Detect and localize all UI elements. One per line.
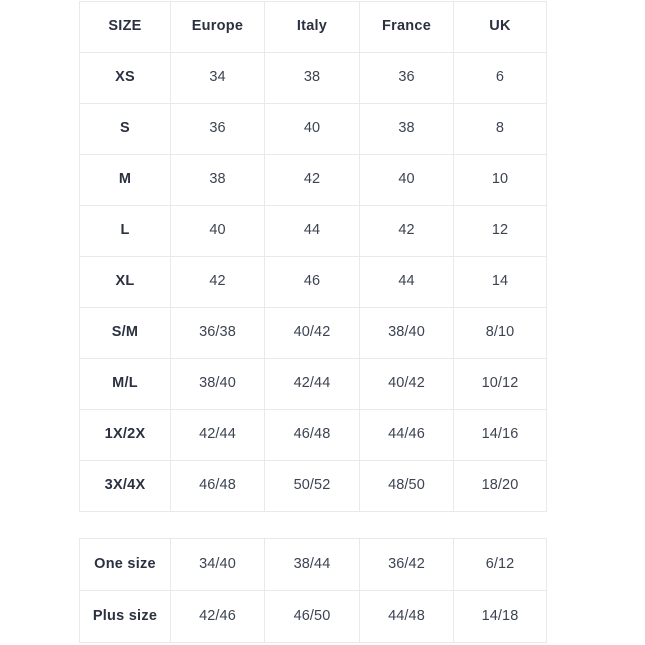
- cell-europe: 34: [170, 52, 265, 104]
- cell-uk: 14/16: [453, 409, 547, 461]
- cell-europe: 40: [170, 205, 265, 257]
- table-body: XS 34 38 36 6 S 36 40 38 8 M 38 42 40 10: [79, 52, 547, 512]
- cell-france: 36/42: [359, 538, 454, 591]
- cell-france: 48/50: [359, 460, 454, 512]
- size-conversion-table: SIZE Europe Italy France UK XS 34 38 36 …: [79, 1, 547, 512]
- cell-france: 40/42: [359, 358, 454, 410]
- column-header-size: SIZE: [79, 1, 171, 53]
- cell-uk: 12: [453, 205, 547, 257]
- cell-uk: 14: [453, 256, 547, 308]
- table-row: 1X/2X 42/44 46/48 44/46 14/16: [79, 409, 547, 461]
- row-label: M: [79, 154, 171, 206]
- table-header: SIZE Europe Italy France UK: [79, 1, 547, 53]
- table-header-row: SIZE Europe Italy France UK: [79, 1, 547, 53]
- column-header-europe: Europe: [170, 1, 265, 53]
- table-row: XL 42 46 44 14: [79, 256, 547, 308]
- cell-france: 44/46: [359, 409, 454, 461]
- row-label: S: [79, 103, 171, 155]
- cell-europe: 38/40: [170, 358, 265, 410]
- cell-france: 40: [359, 154, 454, 206]
- row-label: Plus size: [79, 590, 171, 643]
- cell-uk: 6: [453, 52, 547, 104]
- cell-france: 36: [359, 52, 454, 104]
- cell-europe: 46/48: [170, 460, 265, 512]
- cell-italy: 42: [264, 154, 360, 206]
- cell-italy: 38: [264, 52, 360, 104]
- cell-europe: 38: [170, 154, 265, 206]
- cell-uk: 8/10: [453, 307, 547, 359]
- table-row: M/L 38/40 42/44 40/42 10/12: [79, 358, 547, 410]
- cell-italy: 46/50: [264, 590, 360, 643]
- cell-italy: 40: [264, 103, 360, 155]
- row-label: 3X/4X: [79, 460, 171, 512]
- cell-italy: 40/42: [264, 307, 360, 359]
- table-row: S/M 36/38 40/42 38/40 8/10: [79, 307, 547, 359]
- table-row: 3X/4X 46/48 50/52 48/50 18/20: [79, 460, 547, 512]
- cell-france: 38/40: [359, 307, 454, 359]
- cell-uk: 18/20: [453, 460, 547, 512]
- cell-italy: 46/48: [264, 409, 360, 461]
- cell-uk: 14/18: [453, 590, 547, 643]
- cell-france: 44: [359, 256, 454, 308]
- cell-europe: 42: [170, 256, 265, 308]
- row-label: One size: [79, 538, 171, 591]
- row-label: M/L: [79, 358, 171, 410]
- table-row: Plus size 42/46 46/50 44/48 14/18: [79, 590, 547, 643]
- table-row: M 38 42 40 10: [79, 154, 547, 206]
- column-header-uk: UK: [453, 1, 547, 53]
- table-row: One size 34/40 38/44 36/42 6/12: [79, 538, 547, 591]
- cell-europe: 42/44: [170, 409, 265, 461]
- table-body: One size 34/40 38/44 36/42 6/12 Plus siz…: [79, 538, 547, 643]
- cell-europe: 36: [170, 103, 265, 155]
- cell-italy: 44: [264, 205, 360, 257]
- table-row: XS 34 38 36 6: [79, 52, 547, 104]
- cell-europe: 36/38: [170, 307, 265, 359]
- row-label: 1X/2X: [79, 409, 171, 461]
- cell-italy: 42/44: [264, 358, 360, 410]
- cell-uk: 8: [453, 103, 547, 155]
- row-label: L: [79, 205, 171, 257]
- cell-europe: 34/40: [170, 538, 265, 591]
- cell-france: 42: [359, 205, 454, 257]
- table-row: S 36 40 38 8: [79, 103, 547, 155]
- cell-italy: 38/44: [264, 538, 360, 591]
- row-label: S/M: [79, 307, 171, 359]
- cell-uk: 6/12: [453, 538, 547, 591]
- cell-france: 38: [359, 103, 454, 155]
- cell-italy: 50/52: [264, 460, 360, 512]
- column-header-italy: Italy: [264, 1, 360, 53]
- table-row: L 40 44 42 12: [79, 205, 547, 257]
- one-size-plus-size-table: One size 34/40 38/44 36/42 6/12 Plus siz…: [79, 538, 547, 643]
- column-header-france: France: [359, 1, 454, 53]
- cell-uk: 10/12: [453, 358, 547, 410]
- cell-france: 44/48: [359, 590, 454, 643]
- row-label: XL: [79, 256, 171, 308]
- cell-uk: 10: [453, 154, 547, 206]
- row-label: XS: [79, 52, 171, 104]
- cell-europe: 42/46: [170, 590, 265, 643]
- cell-italy: 46: [264, 256, 360, 308]
